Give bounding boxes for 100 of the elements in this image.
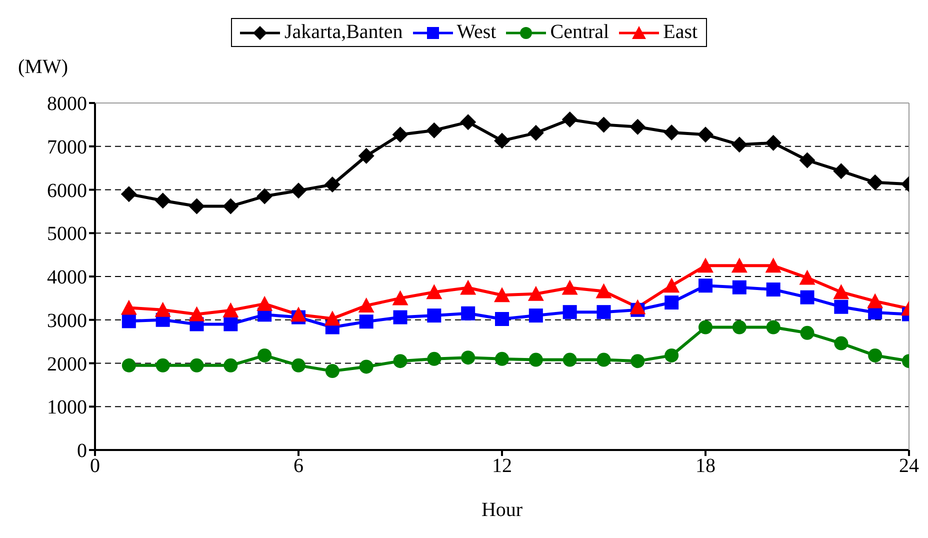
point <box>731 136 748 153</box>
point <box>528 124 544 141</box>
point <box>731 258 748 273</box>
point <box>325 364 340 378</box>
point <box>460 280 476 295</box>
point <box>256 188 273 204</box>
point <box>867 174 884 190</box>
point <box>562 111 578 128</box>
point <box>732 320 746 334</box>
point <box>188 198 205 214</box>
point <box>630 354 645 368</box>
point <box>868 348 882 362</box>
point <box>664 278 680 293</box>
point <box>358 298 374 313</box>
y-tick-label: 6000 <box>47 180 87 202</box>
point <box>154 302 171 317</box>
point <box>120 300 137 315</box>
point <box>494 287 510 302</box>
point <box>358 148 374 164</box>
point <box>528 286 544 301</box>
point <box>528 308 543 323</box>
point <box>460 114 476 130</box>
point <box>122 314 136 328</box>
y-tick-label: 0 <box>77 440 87 462</box>
legend-label: Jakarta,Banten <box>284 21 403 44</box>
point <box>834 336 848 350</box>
point <box>324 310 340 326</box>
point <box>156 358 170 372</box>
point <box>765 134 782 151</box>
point <box>833 163 850 180</box>
legend-label: Central <box>550 21 610 44</box>
point <box>664 296 679 310</box>
y-tick-label: 5000 <box>47 223 87 246</box>
point <box>120 186 137 202</box>
point <box>867 293 884 308</box>
point <box>393 354 408 368</box>
point <box>630 299 646 314</box>
point <box>834 300 848 314</box>
point <box>698 258 714 273</box>
point <box>392 290 408 306</box>
point <box>495 312 509 326</box>
y-tick-label: 1000 <box>47 396 87 419</box>
point <box>258 348 272 362</box>
point <box>290 306 306 322</box>
point <box>324 176 340 193</box>
point <box>188 306 205 322</box>
point <box>765 258 782 273</box>
y-axis-title: (MW) <box>18 56 68 78</box>
point <box>562 305 577 320</box>
point <box>596 352 611 367</box>
point <box>596 305 611 320</box>
point <box>494 132 510 149</box>
point <box>800 290 814 304</box>
point <box>359 360 374 374</box>
x-tick-label: 18 <box>696 455 716 478</box>
point <box>154 192 171 209</box>
point <box>222 198 239 214</box>
point <box>122 358 136 372</box>
point <box>222 302 239 318</box>
point <box>461 306 476 320</box>
x-tick-label: 24 <box>899 455 919 478</box>
point <box>799 152 816 168</box>
y-tick-label: 2000 <box>47 353 87 376</box>
point <box>698 126 714 143</box>
point <box>256 296 273 311</box>
point <box>698 278 712 293</box>
point <box>392 126 408 143</box>
point <box>528 352 543 367</box>
point <box>800 326 814 340</box>
point <box>224 317 238 332</box>
point <box>766 320 780 334</box>
x-tick-label: 6 <box>294 455 304 478</box>
point <box>495 352 509 366</box>
point <box>664 124 680 140</box>
point <box>833 284 850 300</box>
point <box>426 122 442 138</box>
point <box>292 358 306 372</box>
point <box>799 270 816 285</box>
point <box>190 358 204 372</box>
point <box>698 320 712 334</box>
y-tick-label: 4000 <box>47 266 87 289</box>
y-tick-label: 3000 <box>47 310 87 332</box>
point <box>427 352 442 366</box>
point <box>562 280 578 295</box>
point <box>732 280 746 294</box>
point <box>630 118 646 135</box>
x-axis-title: Hour <box>481 499 523 521</box>
point <box>766 282 780 297</box>
y-tick-label: 7000 <box>47 136 87 158</box>
point <box>224 358 238 372</box>
point <box>562 352 577 367</box>
point <box>461 350 476 365</box>
point <box>427 308 442 323</box>
point <box>426 284 442 300</box>
point <box>290 182 306 199</box>
point <box>596 283 612 298</box>
x-tick-label: 12 <box>492 455 512 478</box>
y-tick-label: 8000 <box>47 93 87 116</box>
legend-label: East <box>663 21 698 44</box>
point <box>393 310 408 324</box>
